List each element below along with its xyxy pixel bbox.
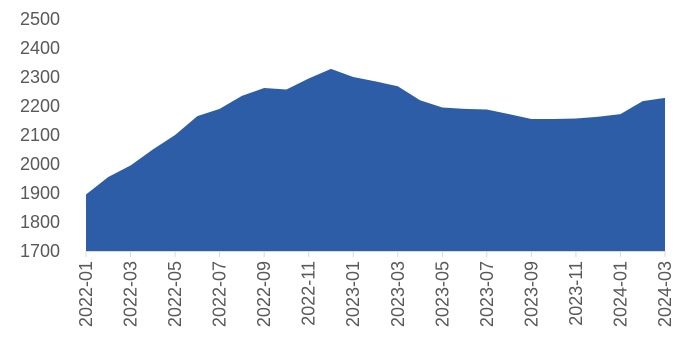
x-tick-label: 2023-05 [432, 261, 452, 327]
x-tick-label: 2022-05 [165, 261, 185, 327]
y-tick-label: 2500 [20, 9, 60, 29]
y-axis-tick-labels: 1700 1800 1900 2000 2100 2200 2300 2400 2500 [20, 9, 60, 261]
y-tick-label: 1700 [20, 241, 60, 261]
y-tick-label: 2300 [20, 67, 60, 87]
x-tick-label: 2022-01 [76, 261, 96, 327]
x-tick-label: 2023-03 [388, 261, 408, 327]
x-tick-label: 2022-09 [254, 261, 274, 327]
y-tick-label: 2200 [20, 96, 60, 116]
x-tick-label: 2024-03 [655, 261, 675, 327]
y-tick-label: 1800 [20, 212, 60, 232]
y-tick-label: 2100 [20, 125, 60, 145]
area-series [86, 68, 665, 251]
y-tick-label: 2400 [20, 38, 60, 58]
x-axis-tick-labels: 2022-01 2022-03 2022-05 2022-07 2022-09 2022-… [76, 251, 675, 327]
y-tick-label: 2000 [20, 154, 60, 174]
y-tick-label: 1900 [20, 183, 60, 203]
area-layer [86, 68, 665, 251]
x-tick-label: 2022-11 [299, 261, 319, 326]
x-tick-label: 2023-01 [343, 261, 363, 327]
x-tick-label: 2023-09 [521, 261, 541, 327]
x-tick-label: 2024-01 [610, 261, 630, 327]
x-tick-label: 2023-11 [566, 261, 586, 326]
x-tick-label: 2023-07 [477, 261, 497, 327]
x-tick-label: 2022-07 [210, 261, 230, 327]
x-tick-label: 2022-03 [121, 261, 141, 327]
